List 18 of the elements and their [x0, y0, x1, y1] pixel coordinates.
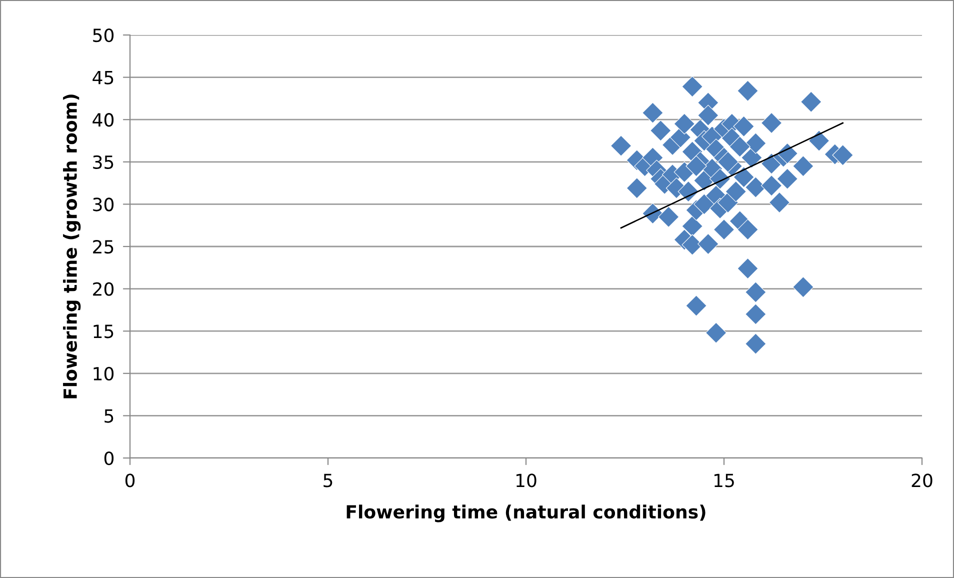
- y-axis-title: Flowering time (growth room): [63, 94, 81, 398]
- x-tick-label: 0: [125, 474, 135, 488]
- y-tick-label: 50: [93, 28, 114, 42]
- y-tick-label: 30: [93, 198, 114, 212]
- y-tick-label: 20: [93, 282, 114, 296]
- x-tick-label: 10: [516, 474, 536, 488]
- y-tick-label: 40: [92, 113, 114, 127]
- x-tick-label: 5: [324, 474, 332, 488]
- x-tick-label: 20: [912, 474, 932, 488]
- y-tick-label: 10: [94, 366, 114, 381]
- y-tick-label: 35: [93, 155, 114, 170]
- y-tick-label: 0: [104, 451, 114, 466]
- x-tick-label: 15: [714, 474, 734, 488]
- x-axis-title: Flowering time (natural conditions): [346, 504, 706, 522]
- y-tick-label: 15: [94, 324, 114, 338]
- y-tick-label: 45: [92, 70, 114, 84]
- y-tick-label: 25: [93, 240, 114, 254]
- y-tick-label: 5: [104, 409, 114, 423]
